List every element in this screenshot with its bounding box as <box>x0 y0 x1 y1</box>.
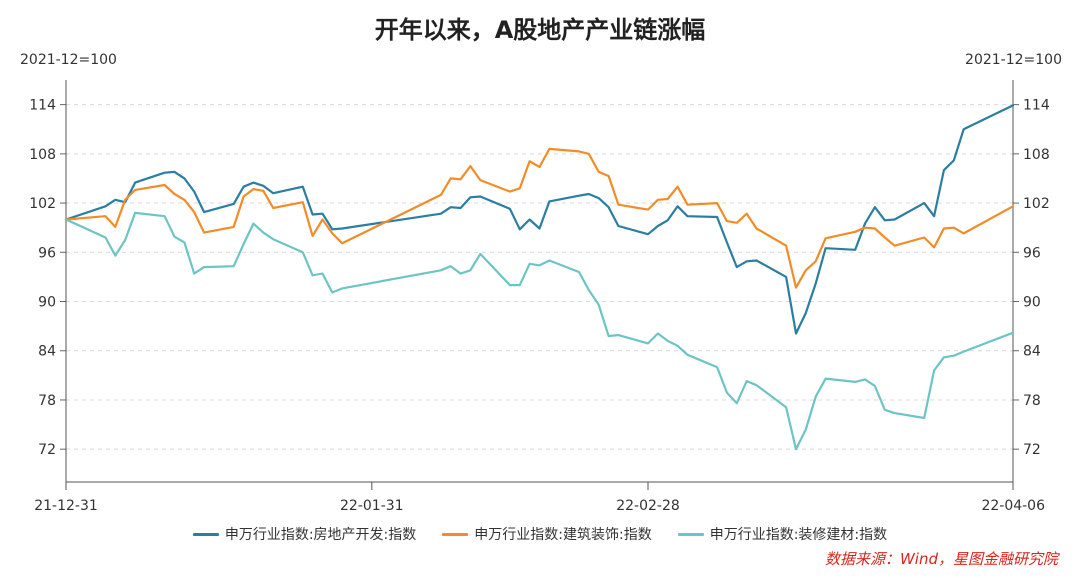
chart-title: 开年以来，A股地产产业链涨幅 <box>374 16 706 44</box>
x-tick-label: 22-04-06 <box>981 498 1045 514</box>
x-tick-label: 22-02-28 <box>616 498 680 514</box>
y-tick-label-right: 108 <box>1023 147 1050 163</box>
y-tick-label-right: 78 <box>1023 393 1041 409</box>
y-tick-label-left: 84 <box>38 344 56 360</box>
x-tick-label: 21-12-31 <box>34 498 98 514</box>
series-line-3 <box>64 211 1015 451</box>
legend-label: 申万行业指数:装修建材:指数 <box>709 527 888 543</box>
legend-swatch <box>442 532 469 536</box>
legend-swatch <box>192 532 219 536</box>
y-tick-label-right: 72 <box>1023 442 1041 458</box>
legend-label: 申万行业指数:房地产开发:指数 <box>224 527 417 543</box>
y-tick-label-left: 114 <box>29 98 56 114</box>
legend-item: 申万行业指数:装修建材:指数 <box>677 524 888 544</box>
y-tick-label-left: 108 <box>29 147 56 163</box>
series-line-1 <box>64 104 1015 335</box>
legend-swatch <box>677 532 704 536</box>
y-tick-label-right: 90 <box>1023 295 1041 311</box>
y-tick-label-right: 114 <box>1023 98 1050 114</box>
legend-item: 申万行业指数:建筑装饰:指数 <box>442 524 652 544</box>
x-tick-label: 22-01-31 <box>340 498 404 514</box>
source-note: 数据来源：Wind，星图金融研究院 <box>824 550 1058 568</box>
legend-item: 申万行业指数:房地产开发:指数 <box>192 524 417 544</box>
series-line-2 <box>64 147 1015 289</box>
y-tick-label-left: 72 <box>38 442 56 458</box>
y-tick-label-left: 78 <box>38 393 56 409</box>
right-axis-unit: 2021-12=100 <box>965 52 1062 68</box>
y-tick-label-left: 90 <box>38 295 56 311</box>
y-tick-label-left: 102 <box>29 196 56 212</box>
left-axis-unit: 2021-12=100 <box>20 52 117 68</box>
y-tick-label-right: 96 <box>1023 245 1041 261</box>
y-tick-label-left: 96 <box>38 245 56 261</box>
chart-legend: 申万行业指数:房地产开发:指数 申万行业指数:建筑装饰:指数 申万行业指数:装修建材… <box>0 524 1080 544</box>
y-tick-label-right: 84 <box>1023 344 1041 360</box>
legend-label: 申万行业指数:建筑装饰:指数 <box>474 527 652 543</box>
y-tick-label-right: 102 <box>1023 196 1050 212</box>
